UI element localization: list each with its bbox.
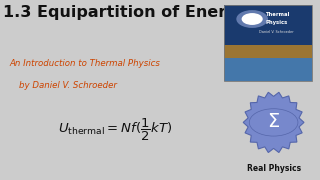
Text: $\Sigma$: $\Sigma$ xyxy=(267,112,280,131)
Text: $U_{\mathrm{thermal}} = Nf(\dfrac{1}{2}kT)$: $U_{\mathrm{thermal}} = Nf(\dfrac{1}{2}k… xyxy=(58,116,172,143)
Text: by Daniel V. Schroeder: by Daniel V. Schroeder xyxy=(19,81,117,90)
Bar xyxy=(224,5,312,47)
Text: Physics: Physics xyxy=(266,20,288,24)
Bar xyxy=(224,58,312,81)
Bar xyxy=(224,46,312,58)
Circle shape xyxy=(236,10,268,28)
Text: 1.3 Equipartition of Energy: 1.3 Equipartition of Energy xyxy=(3,5,248,20)
Circle shape xyxy=(242,13,263,25)
Text: Thermal: Thermal xyxy=(265,12,289,17)
Polygon shape xyxy=(243,92,304,152)
Text: An Introduction to Thermal Physics: An Introduction to Thermal Physics xyxy=(10,59,160,68)
Text: Daniel V. Schroeder: Daniel V. Schroeder xyxy=(260,30,294,34)
Bar xyxy=(224,5,312,81)
Circle shape xyxy=(249,109,298,136)
Text: Real Physics: Real Physics xyxy=(246,164,301,173)
